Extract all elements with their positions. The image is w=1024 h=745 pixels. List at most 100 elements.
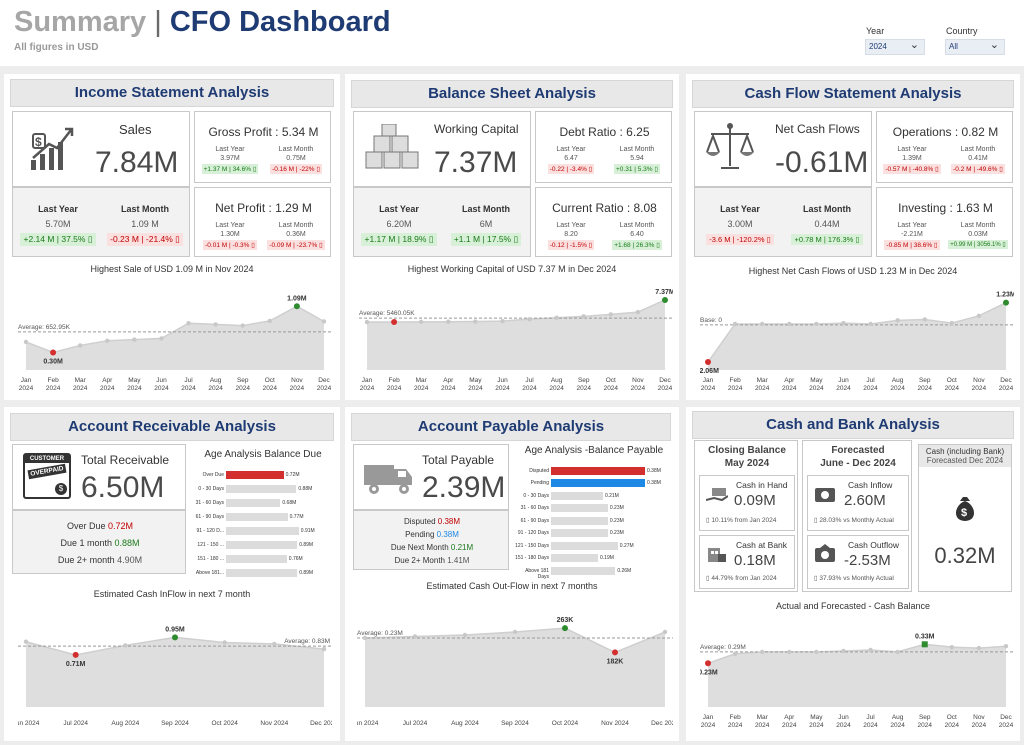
- bar-category-label: 151 - 180 ...: [197, 556, 224, 562]
- cash-outflow-chart: Average: 0.23M 263K 182K Jun 2024 Jul 2024 Au…: [357, 617, 673, 727]
- chart-x-tick-label: Dec 2024: [651, 720, 673, 727]
- bar-mark: [226, 555, 287, 563]
- chart-x-tick-year: 2024: [19, 385, 34, 392]
- chart-x-tick-label: Oct: [947, 377, 957, 384]
- chart-x-tick-year: 2024: [46, 385, 61, 392]
- chart-series-line: [25, 305, 325, 354]
- op-lm-label: Last Month: [960, 146, 996, 153]
- sales-lm-value: 1.09 M: [131, 219, 159, 229]
- chart-x-tick-year: 2024: [549, 385, 564, 392]
- chart-x-tick-label: Sep: [237, 377, 249, 384]
- chart-highlight-point: [172, 634, 178, 641]
- chart-area-fill: [26, 306, 324, 370]
- investing-title: Investing : 1.63 M: [898, 201, 993, 215]
- chart-average-label: Base: 0: [700, 317, 722, 324]
- chart-x-tick-year: 2024: [495, 385, 510, 392]
- chart-x-tick-label: Mar: [757, 377, 769, 384]
- sales-kpi-card: $ Sales 7.84M: [12, 111, 190, 187]
- chart-x-tick-label: Jan: [703, 377, 714, 384]
- chart-x-tick-label: Jul: [525, 377, 534, 384]
- inflow-value: 2.60M: [844, 492, 886, 509]
- ncf-ly-change: -3.6 M | -120.2% ▯: [706, 234, 774, 245]
- chart-x-tick-year: 2024: [863, 722, 878, 729]
- net-profit-card: Net Profit : 1.29 M Last Year 1.30M -0.01 …: [194, 187, 331, 257]
- bar-value-label: 0.88M: [298, 486, 313, 492]
- chart-x-tick-year: 2024: [414, 385, 429, 392]
- ncf-ly-value: 3.00M: [727, 219, 753, 229]
- np-ly-label: Last Year: [215, 222, 245, 229]
- chart-x-tick-label: Jun 2024: [357, 720, 379, 727]
- chart-x-tick-year: 2024: [945, 722, 960, 729]
- bar-category-label: Disputed: [529, 468, 549, 474]
- current-ratio-title: Current Ratio : 8.08: [552, 201, 657, 215]
- forecast-sub: June - Dec 2024: [820, 458, 896, 469]
- hand-label: Cash in Hand: [736, 480, 788, 490]
- ncf-lm-label: Last Month: [803, 204, 851, 214]
- dr-lm-change: +0.31 | 5.3% ▯: [614, 164, 660, 174]
- chart-point: [446, 319, 451, 324]
- pending-value: 0.38M: [436, 530, 459, 539]
- chart-x-tick-label: Mar: [75, 377, 87, 384]
- title-bold: CFO Dashboard: [169, 6, 391, 38]
- chart-x-tick-label: Feb: [729, 714, 741, 721]
- dr-lm-value: 5.94: [630, 155, 644, 162]
- closing-balance-card: Closing Balance May 2024 Cash in Hand 0.…: [694, 440, 798, 592]
- chart-point: [23, 639, 29, 644]
- current-ratio-card: Current Ratio : 8.08 Last Year 8.20 -0.12 …: [535, 187, 672, 257]
- chart-point: [895, 318, 900, 323]
- chart-x-tick-year: 2024: [782, 722, 797, 729]
- chart-data-label: 7.37M: [655, 289, 673, 296]
- chart-x-tick-year: 2024: [154, 385, 169, 392]
- chart-x-tick-label: Feb: [47, 377, 59, 384]
- net-cash-flow-label: Net Cash Flows: [775, 122, 860, 136]
- bar-mark: [226, 471, 284, 479]
- chart-x-tick-label: Oct: [265, 377, 275, 384]
- net-cash-flow-value: -0.61M: [775, 146, 869, 179]
- chart-x-tick-label: Oct 2024: [211, 720, 238, 727]
- chart-x-tick-label: Dec: [318, 377, 330, 384]
- working-capital-value: 7.37M: [434, 146, 518, 179]
- year-filter-select[interactable]: 2024: [865, 38, 925, 55]
- chart-point: [814, 321, 819, 327]
- chart-x-tick-year: 2024: [890, 385, 905, 392]
- np-ly-change: -0.01 M | -0.3% ▯: [203, 240, 257, 250]
- chart-x-tick-label: Aug: [210, 377, 222, 384]
- sales-lm-label: Last Month: [121, 204, 169, 214]
- chart-x-tick-year: 2024: [127, 385, 142, 392]
- chart-x-tick-year: 2024: [360, 385, 375, 392]
- op-ly-value: 1.39M: [902, 155, 922, 162]
- chart-average-label: Average: 5460.05K: [359, 310, 415, 317]
- bar-value-label: 0.23M: [609, 517, 624, 524]
- chart-x-tick-year: 2024: [809, 385, 824, 392]
- chart-point: [787, 321, 792, 327]
- pending-label: Pending: [405, 530, 435, 539]
- chart-point: [512, 629, 518, 635]
- cr-ly-label: Last Year: [556, 222, 586, 229]
- bar-category-label: 31 - 60 Days: [520, 505, 549, 512]
- inv-lm-value: 0.03M: [968, 231, 988, 238]
- debt-ratio-title: Debt Ratio : 6.25: [559, 125, 650, 139]
- bar-value-label: 0.21M: [604, 492, 619, 499]
- chart-x-tick-label: Jun: [838, 714, 849, 721]
- chart-point: [635, 309, 641, 315]
- cash-total-card: Cash (including Bank) Forecasted Dec 202…: [918, 444, 1012, 592]
- bar-value-label: 0.89M: [299, 542, 314, 548]
- gross-profit-card: Gross Profit : 5.34 M Last Year 3.97M +1.3…: [194, 111, 331, 183]
- chart-point: [159, 336, 164, 341]
- bar-category-label: 31 - 60 Days: [195, 500, 224, 506]
- country-filter-select[interactable]: All: [945, 38, 1005, 55]
- bar-value-label: 0.91M: [300, 528, 315, 534]
- bar-mark: [226, 541, 298, 549]
- bar-value-label: 0.89M: [299, 570, 314, 576]
- wc-ly-change: +1.17 M | 18.9% ▯: [361, 233, 437, 246]
- dr-lm-label: Last Month: [619, 146, 655, 153]
- bar-category-label: Above 181...: [195, 570, 224, 576]
- bar-mark: [551, 467, 645, 475]
- payable-value: 2.39M: [422, 471, 506, 504]
- chart-highlight-point: [293, 303, 300, 310]
- due-2-month-label: Due 2+ Month: [394, 556, 445, 565]
- inflow-label: Cash Inflow: [848, 480, 893, 490]
- bank-note: ▯ 44.79% from Jan 2024: [706, 575, 777, 582]
- chart-x-tick-year: 2024: [917, 722, 932, 729]
- cash-total-value: 0.32M: [934, 543, 996, 568]
